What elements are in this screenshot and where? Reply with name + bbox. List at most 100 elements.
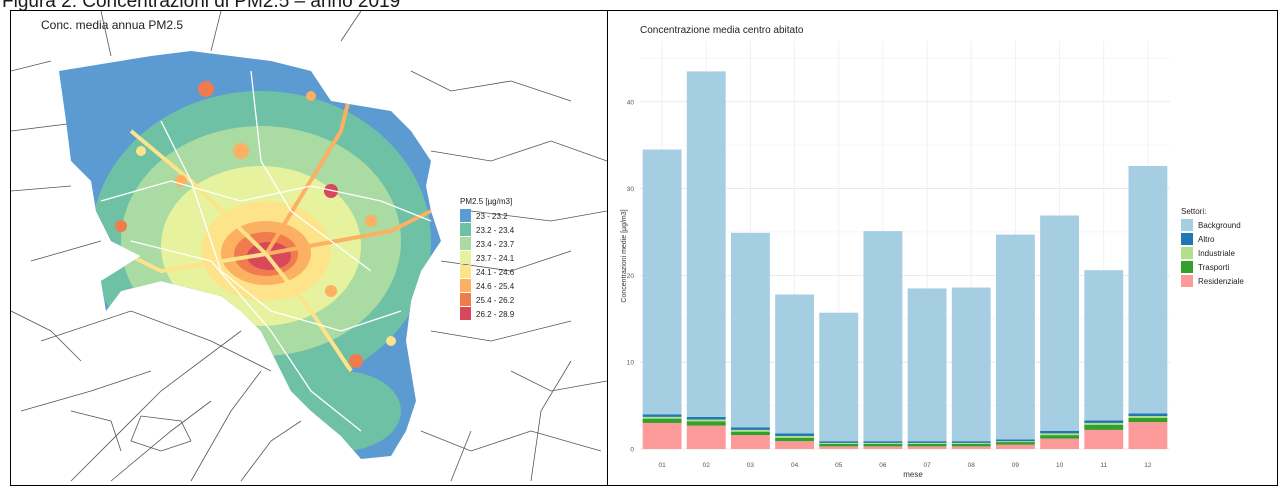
bar-chart-panel: Concentrazione media centro abitato 0 10 2… bbox=[608, 11, 1276, 484]
bar-segment-altro bbox=[1040, 430, 1080, 434]
map-legend-label: 25.4 - 26.2 bbox=[476, 296, 515, 305]
bar-segment-trasporti bbox=[1084, 424, 1124, 430]
bar-chart-title: Concentrazione media centro abitato bbox=[640, 25, 804, 36]
bar-segment-industriale bbox=[730, 429, 770, 432]
bar-segment-residenziale bbox=[642, 422, 682, 449]
map-legend-label: 23.2 - 23.4 bbox=[476, 226, 515, 235]
bar-segment-altro bbox=[819, 441, 859, 443]
y-tick-label: 20 bbox=[627, 273, 635, 280]
bar-segment-background bbox=[907, 288, 947, 442]
bar-segment-industriale bbox=[1128, 416, 1168, 418]
x-axis-label: mese bbox=[903, 470, 923, 479]
bar-segment-residenziale bbox=[1084, 429, 1124, 449]
x-tick-label: 05 bbox=[835, 462, 843, 469]
bar-legend-label: Background bbox=[1198, 221, 1241, 230]
bar-segment-trasporti bbox=[686, 421, 726, 426]
map-legend-swatch bbox=[460, 251, 471, 264]
bar-segment-background bbox=[730, 232, 770, 428]
bar-segment-background bbox=[951, 287, 991, 442]
bar-segment-altro bbox=[686, 416, 726, 420]
x-tick-label: 03 bbox=[747, 462, 755, 469]
bar-segment-industriale bbox=[1084, 422, 1124, 425]
bar-segment-trasporti bbox=[642, 418, 682, 423]
bar-segment-residenziale bbox=[995, 444, 1035, 449]
bar-segment-trasporti bbox=[907, 443, 947, 447]
bar-legend-swatch bbox=[1181, 247, 1193, 259]
map-legend-label: 24.1 - 24.6 bbox=[476, 268, 515, 277]
map-legend-swatch bbox=[460, 237, 471, 250]
bar-segment-background bbox=[863, 231, 903, 442]
stacked-bar-chart: Concentrazione media centro abitato 0102… bbox=[621, 25, 1244, 479]
bar-segment-background bbox=[775, 294, 815, 434]
map-title: Conc. media annua PM2.5 bbox=[41, 18, 183, 32]
bar-segment-trasporti bbox=[995, 442, 1035, 445]
bar-legend-swatch bbox=[1181, 261, 1193, 273]
bar-segment-background bbox=[819, 312, 859, 442]
bar-segment-altro bbox=[1084, 420, 1124, 423]
bar-legend-swatch bbox=[1181, 275, 1193, 287]
map-legend-title: PM2.5 [µg/m3] bbox=[460, 197, 512, 206]
bar-segment-trasporti bbox=[863, 443, 903, 447]
bar-segment-industriale bbox=[995, 441, 1035, 443]
bar-segment-background bbox=[1040, 215, 1080, 431]
x-axis: 01 02 03 04 05 06 07 08 09 10 11 12 bbox=[658, 462, 1151, 469]
bar-legend-label: Industriale bbox=[1198, 249, 1235, 258]
bar-segment-trasporti bbox=[730, 431, 770, 436]
map-legend-label: 23 - 23.2 bbox=[476, 212, 508, 221]
y-tick-label: 40 bbox=[627, 99, 635, 106]
bar-segment-trasporti bbox=[819, 443, 859, 447]
x-tick-label: 10 bbox=[1056, 462, 1064, 469]
map-legend-swatch bbox=[460, 223, 471, 236]
bar-segment-industriale bbox=[907, 442, 947, 444]
bar-segment-industriale bbox=[642, 416, 682, 419]
pm25-map: Conc. media annua PM2.5 bbox=[10, 10, 608, 484]
y-tick-label: 30 bbox=[627, 186, 635, 193]
x-tick-label: 04 bbox=[791, 462, 799, 469]
bar-segment-residenziale bbox=[686, 425, 726, 449]
bar-segment-altro bbox=[995, 439, 1035, 442]
bar-segment-residenziale bbox=[951, 446, 991, 449]
bar-segment-industriale bbox=[1040, 433, 1080, 436]
x-tick-label: 11 bbox=[1100, 462, 1107, 469]
bar-segment-residenziale bbox=[1040, 438, 1080, 449]
map-panel: Conc. media annua PM2.5 bbox=[10, 10, 608, 484]
x-tick-label: 08 bbox=[968, 462, 976, 469]
bar-segment-background bbox=[995, 234, 1035, 440]
y-tick-label: 0 bbox=[630, 447, 634, 454]
bar-segment-residenziale bbox=[730, 435, 770, 449]
x-tick-label: 09 bbox=[1012, 462, 1020, 469]
bar-segment-industriale bbox=[951, 442, 991, 444]
bar-legend-label: Altro bbox=[1198, 235, 1215, 244]
map-legend-swatch bbox=[460, 265, 471, 278]
bar-segment-trasporti bbox=[951, 443, 991, 447]
x-tick-label: 07 bbox=[923, 462, 931, 469]
map-legend-swatch bbox=[460, 307, 471, 320]
x-tick-label: 01 bbox=[658, 462, 666, 469]
bar-legend-swatch bbox=[1181, 219, 1193, 231]
bar-legend-label: Trasporti bbox=[1198, 263, 1229, 272]
map-legend-label: 23.4 - 23.7 bbox=[476, 240, 515, 249]
bar-segment-residenziale bbox=[907, 446, 947, 449]
bar-segment-residenziale bbox=[819, 446, 859, 449]
bar-segment-residenziale bbox=[863, 446, 903, 449]
bar-segment-industriale bbox=[686, 419, 726, 422]
bar-segment-altro bbox=[951, 441, 991, 443]
bar-legend-swatch bbox=[1181, 233, 1193, 245]
map-legend-label: 26.2 - 28.9 bbox=[476, 310, 515, 319]
map-legend-swatch bbox=[460, 293, 471, 306]
bar-segment-background bbox=[686, 71, 726, 417]
figure-caption: Figura 2: Concentrazioni di PM2.5 – anno… bbox=[2, 0, 401, 12]
bar-legend-title: Settori: bbox=[1181, 207, 1206, 216]
bar-segment-residenziale bbox=[1128, 422, 1168, 449]
y-axis-label: Concentrazioni medie [µg/m3] bbox=[621, 209, 628, 302]
bar-segment-industriale bbox=[775, 435, 815, 438]
bar-legend: Settori: Background Altro Industriale Trasp… bbox=[1181, 207, 1244, 287]
bar-segment-background bbox=[1084, 270, 1124, 421]
bar-segment-industriale bbox=[819, 442, 859, 444]
bar-segment-trasporti bbox=[1128, 417, 1168, 423]
y-axis: 0 10 20 30 40 bbox=[627, 99, 635, 453]
bar-segment-industriale bbox=[863, 442, 903, 444]
bar-segment-altro bbox=[1128, 413, 1168, 417]
chart-bars bbox=[642, 71, 1168, 449]
map-legend-label: 23.7 - 24.1 bbox=[476, 254, 515, 263]
